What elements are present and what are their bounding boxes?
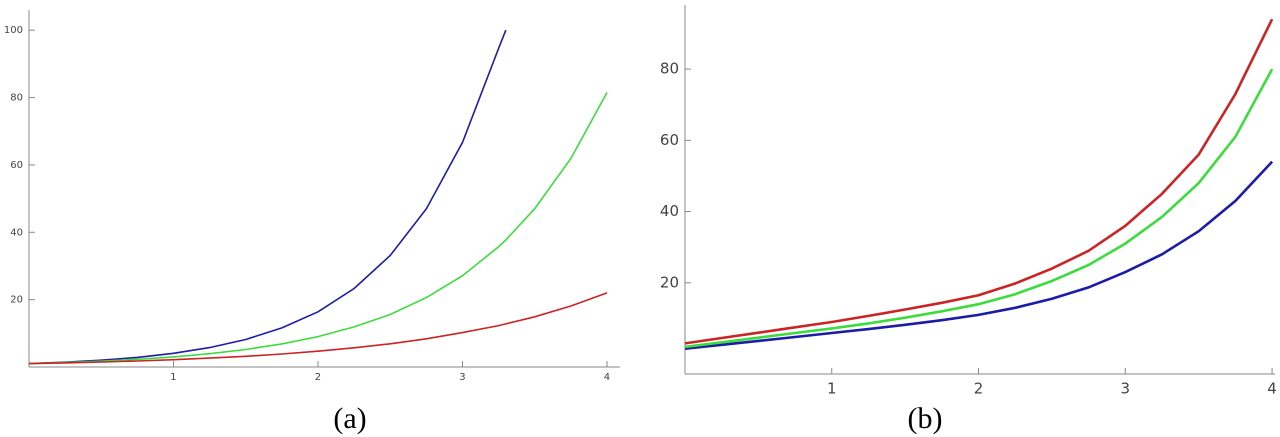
x-tick-label: 3 xyxy=(459,372,465,383)
caption: (b) xyxy=(908,402,943,435)
series-line xyxy=(684,160,1274,350)
y-tick-label: 80 xyxy=(10,93,23,104)
y-tick-label: 60 xyxy=(660,131,679,149)
x-tick-label: 1 xyxy=(170,372,176,383)
x-tick-label: 4 xyxy=(1267,380,1277,398)
y-tick-label: 20 xyxy=(10,295,23,306)
series-line xyxy=(28,92,608,365)
caption: (a) xyxy=(333,402,366,435)
x-tick-label: 2 xyxy=(974,380,984,398)
y-tick-label: 40 xyxy=(10,227,23,238)
x-tick-label: 3 xyxy=(1121,380,1131,398)
y-tick-label: 100 xyxy=(4,25,23,36)
series-line xyxy=(28,292,608,365)
x-tick-label: 2 xyxy=(315,372,321,383)
x-tick-label: 4 xyxy=(604,372,610,383)
y-tick-label: 40 xyxy=(660,202,679,220)
y-tick-label: 20 xyxy=(660,273,679,291)
series-line xyxy=(28,29,507,365)
series-line xyxy=(684,18,1274,345)
y-tick-label: 80 xyxy=(660,60,679,78)
series-line xyxy=(684,68,1274,349)
x-tick-label: 1 xyxy=(827,380,837,398)
y-tick-label: 60 xyxy=(10,160,23,171)
